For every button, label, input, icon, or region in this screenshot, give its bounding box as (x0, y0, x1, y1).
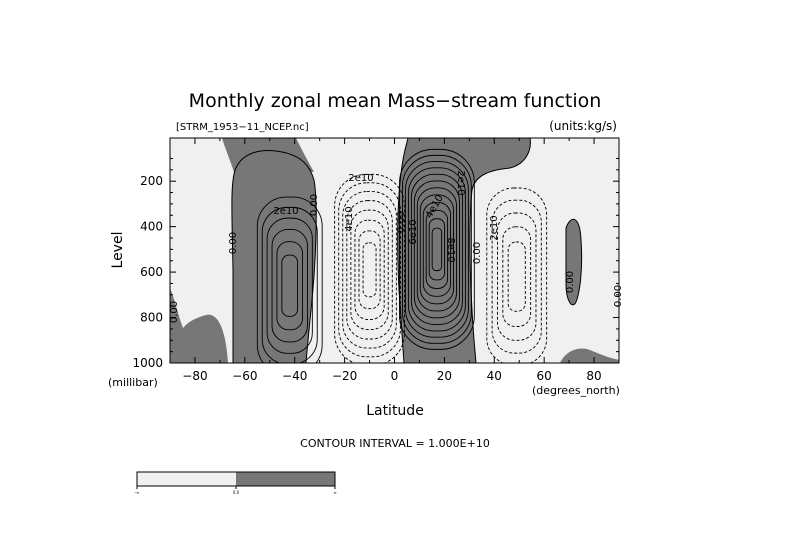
x-tick-label: −60 (232, 369, 257, 383)
x-tick-label: 60 (537, 369, 552, 383)
contour-label: 8e10 (445, 237, 456, 262)
negative-contour-line (502, 226, 532, 327)
negative-contour-line (354, 219, 385, 320)
contour-label-zero: 0.00 (309, 194, 320, 216)
contour-label-zero: 0.00 (396, 211, 407, 233)
positive-fill-tropics (397, 138, 531, 363)
negative-contour-line (342, 191, 397, 349)
negative-contour-line (350, 209, 389, 330)
contour-label-zero: 0.00 (169, 301, 180, 323)
units-label: (units:kg/s) (549, 119, 617, 133)
y-tick-label: 400 (140, 220, 163, 234)
positive-fill-south-upper (222, 138, 314, 172)
contour-label-zero: 0.00 (228, 232, 239, 254)
contour-label: 4e10 (344, 206, 355, 231)
zero-contour-polar-north (565, 218, 583, 306)
zero-contour-south (231, 150, 317, 363)
positive-contour-line (413, 180, 460, 319)
x-tick-labels: −80 −60 −40 −20 0 20 40 60 80 (182, 369, 601, 383)
contour-label: 6e10 (408, 219, 419, 244)
plot-area: 2e10 2e10 4e10 2e10 4e10 6e10 8e10 2e10 … (169, 137, 624, 364)
x-tick-label: −40 (282, 369, 307, 383)
contour-label: 2e10 (489, 215, 500, 240)
chart-title: Monthly zonal mean Mass−stream function (189, 90, 602, 112)
contour-label-zero: 0.00 (472, 242, 483, 264)
negative-contour-line (486, 187, 548, 363)
x-axis-label: Latitude (366, 403, 424, 419)
positive-contour-line (407, 167, 466, 332)
colorbar-label: ∞ (333, 490, 336, 495)
positive-contour-line (428, 218, 446, 281)
positive-contour-line (276, 241, 303, 331)
x-tick-label: −20 (332, 369, 357, 383)
colorbar: -∞ 0.0 ∞ (135, 471, 337, 495)
contour-lines (256, 148, 548, 363)
positive-contour-line (256, 196, 323, 363)
source-filename: [STRM_1953−11_NCEP.nc] (176, 122, 309, 133)
y-tick-label: 200 (140, 174, 163, 188)
positive-fill-polar-south (170, 288, 228, 363)
zero-contour-lines (231, 138, 583, 363)
positive-contour-line (425, 209, 449, 289)
positive-contour-line (266, 217, 313, 354)
colorbar-positive-swatch (236, 472, 335, 486)
colorbar-label: -∞ (135, 490, 140, 495)
y-tick-label: 800 (140, 311, 163, 325)
positive-contour-line (399, 148, 475, 350)
negative-contour-line (497, 212, 537, 341)
x-tick-label: −80 (182, 369, 207, 383)
x-axis-units: (degrees_north) (532, 384, 620, 397)
negative-contour-line (338, 182, 401, 358)
contour-label: 2e10 (455, 170, 466, 195)
negative-contour-line (362, 242, 377, 298)
negative-contour-line (491, 199, 542, 354)
x-tick-label: 40 (487, 369, 502, 383)
y-tick-label: 600 (140, 265, 163, 279)
y-axis-label: Level (110, 232, 126, 269)
negative-contour-line (346, 200, 393, 340)
positive-fill-north-polar (566, 219, 582, 305)
x-tick-label: 0 (391, 369, 399, 383)
negative-contour-line (358, 230, 381, 310)
colorbar-label: 0.0 (233, 490, 240, 495)
y-tick-label: 1000 (132, 356, 163, 370)
positive-contour-line (410, 173, 463, 325)
negative-contour-line (507, 241, 526, 312)
positive-contour-line (402, 154, 472, 344)
positive-contour-line (431, 227, 443, 272)
positive-contour-line (271, 229, 308, 343)
positive-fill-south (231, 150, 317, 363)
positive-fill-surface-north (560, 348, 619, 363)
contour-label-zero: 0.00 (565, 271, 576, 293)
positive-contour-line (404, 161, 469, 338)
y-axis-units: (millibar) (108, 376, 158, 389)
positive-contour-line (422, 201, 452, 297)
y-tick-labels: 200 400 600 800 1000 (132, 174, 163, 370)
positive-contour-line (416, 187, 457, 312)
contour-interval-note: CONTOUR INTERVAL = 1.000E+10 (300, 437, 490, 450)
positive-contour-line (261, 206, 318, 363)
negative-contour-line (334, 173, 405, 363)
zero-contour-tropics (397, 138, 531, 363)
positive-contour-line (419, 194, 454, 305)
positive-contour-line (281, 254, 299, 317)
contour-label: 2e10 (348, 173, 373, 184)
x-tick-label: 20 (437, 369, 452, 383)
positive-region-fills (170, 138, 619, 363)
axis-ticks (169, 138, 620, 364)
colorbar-negative-swatch (137, 472, 236, 486)
x-tick-label: 80 (586, 369, 601, 383)
contour-label: 2e10 (273, 206, 298, 217)
